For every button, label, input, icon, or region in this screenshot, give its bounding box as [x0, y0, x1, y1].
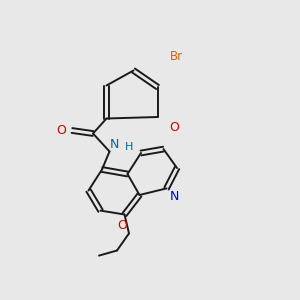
Text: N: N [170, 190, 179, 203]
Text: O: O [169, 121, 179, 134]
Text: O: O [118, 219, 128, 232]
Text: Br: Br [169, 50, 183, 63]
Text: N: N [110, 138, 119, 151]
Text: O: O [57, 124, 67, 137]
Text: H: H [125, 142, 134, 152]
